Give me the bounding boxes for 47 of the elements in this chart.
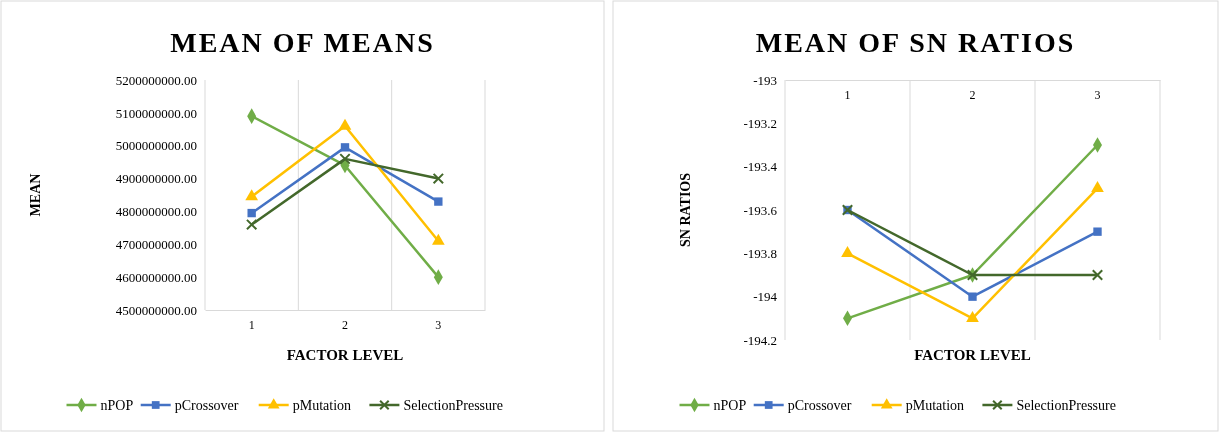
point bbox=[968, 292, 977, 301]
y-tick-label: 5000000000.00 bbox=[115, 138, 197, 154]
y-tick-label: -193.2 bbox=[743, 115, 777, 131]
legend-label: SelectionPressure bbox=[1016, 398, 1116, 413]
y-tick-label: 4700000000.00 bbox=[115, 236, 197, 252]
point bbox=[338, 118, 352, 130]
chart-title: MEAN OF SN RATIOS bbox=[755, 27, 1076, 58]
point bbox=[340, 143, 350, 152]
x-tick-label: 1 bbox=[844, 87, 851, 102]
legend-label: pCrossover bbox=[787, 398, 852, 413]
x-tick-label: 3 bbox=[435, 317, 442, 332]
y-tick-label: -193.4 bbox=[743, 159, 778, 175]
y-tick-label: -194.2 bbox=[743, 332, 777, 348]
y-tick-label: 5200000000.00 bbox=[115, 72, 197, 88]
point bbox=[1093, 227, 1102, 236]
x-tick-label: 2 bbox=[969, 87, 976, 102]
x-tick-label: 1 bbox=[248, 317, 255, 332]
legend-label: pMutation bbox=[905, 398, 965, 413]
chart-title: MEAN OF MEANS bbox=[170, 27, 435, 58]
y-tick-label: -193.6 bbox=[743, 202, 778, 218]
y-axis-title: SN RATIOS bbox=[678, 172, 693, 248]
legend-label: pCrossover bbox=[174, 398, 239, 413]
y-axis-title: MEAN bbox=[28, 173, 43, 217]
y-tick-label: -194 bbox=[753, 289, 778, 305]
point bbox=[245, 189, 259, 201]
x-tick-label: 2 bbox=[342, 317, 348, 332]
y-tick-label: 4800000000.00 bbox=[115, 204, 197, 220]
point bbox=[247, 208, 256, 218]
point bbox=[432, 172, 445, 185]
y-tick-label: 4600000000.00 bbox=[115, 269, 197, 285]
point bbox=[339, 153, 351, 165]
point bbox=[245, 218, 258, 231]
y-tick-label: 4900000000.00 bbox=[115, 171, 197, 187]
point bbox=[431, 233, 445, 245]
legend-label: nPOP bbox=[713, 398, 747, 413]
y-tick-label: -193 bbox=[753, 72, 777, 88]
x-axis-title: FACTOR LEVEL bbox=[286, 347, 404, 363]
y-tick-label: 4500000000.00 bbox=[115, 302, 197, 318]
x-tick-label: 3 bbox=[1094, 87, 1101, 102]
legend-label: nPOP bbox=[100, 398, 134, 413]
point bbox=[434, 197, 443, 206]
y-tick-label: -193.8 bbox=[743, 245, 777, 261]
legend-label: pMutation bbox=[292, 398, 352, 413]
point bbox=[1091, 269, 1104, 281]
legend-label: SelectionPressure bbox=[403, 398, 503, 413]
y-tick-label: 5100000000.00 bbox=[115, 105, 197, 121]
x-axis-title: FACTOR LEVEL bbox=[914, 347, 1031, 363]
